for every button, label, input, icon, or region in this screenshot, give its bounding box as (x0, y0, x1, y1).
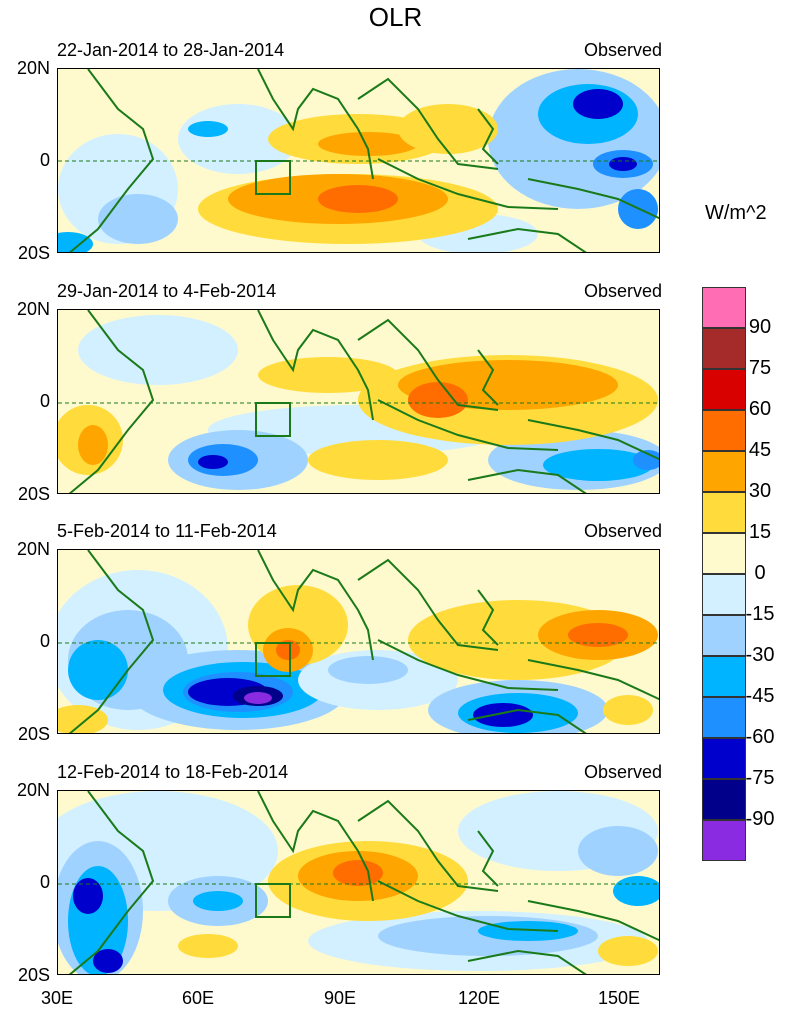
panel-4-observed-label: Observed (583, 762, 662, 782)
lat-label-eq-p3: 0 (39, 631, 50, 651)
lat-label-20s-p4: 20S (17, 965, 50, 985)
panel-3-observed-label: Observed (583, 521, 662, 541)
colorbar-tick-label: 45 (748, 439, 772, 461)
panel-4-map (57, 790, 660, 975)
lon-label-90e: 90E (323, 988, 357, 1008)
colorbar-tick-label: -15 (745, 603, 775, 625)
colorbar-swatch (702, 697, 746, 738)
colorbar-swatch (702, 410, 746, 451)
colorbar-swatch (702, 492, 746, 533)
colorbar-swatch (702, 820, 746, 861)
lon-label-30e: 30E (40, 988, 74, 1008)
colorbar-tick-label: -60 (745, 726, 775, 748)
lon-label-150e: 150E (597, 988, 641, 1008)
panel-3-map (57, 549, 660, 734)
panel-4-date-range: 12-Feb-2014 to 18-Feb-2014 (57, 762, 289, 782)
colorbar-tick-label: 15 (748, 521, 772, 543)
figure-title: OLR (368, 2, 423, 32)
colorbar-tick-label: 90 (748, 316, 772, 338)
colorbar-swatch (702, 287, 746, 328)
colorbar-swatch (702, 738, 746, 779)
colorbar-tick-label: -45 (745, 685, 775, 707)
panel-2-map (57, 309, 660, 494)
colorbar-swatch (702, 451, 746, 492)
lat-label-eq-p4: 0 (39, 872, 50, 892)
lat-label-eq-p2: 0 (39, 391, 50, 411)
colorbar-tick-label: 75 (748, 357, 772, 379)
panel-2-observed-label: Observed (583, 281, 662, 301)
colorbar-swatch (702, 369, 746, 410)
colorbar-tick-label: -30 (745, 644, 775, 666)
colorbar-tick-label: 60 (748, 398, 772, 420)
panel-2-date-range: 29-Jan-2014 to 4-Feb-2014 (57, 281, 277, 301)
lat-label-20n-p1: 20N (16, 58, 50, 78)
colorbar-tick-label: -75 (745, 767, 775, 789)
lat-label-20s-p1: 20S (17, 243, 50, 263)
colorbar-swatch (702, 615, 746, 656)
colorbar-swatch (702, 574, 746, 615)
lat-label-20s-p2: 20S (17, 484, 50, 504)
colorbar-swatch (702, 533, 746, 574)
lat-label-20n-p3: 20N (16, 539, 50, 559)
colorbar-swatch (702, 779, 746, 820)
colorbar-tick-label: 0 (754, 562, 766, 584)
panel-1-observed-label: Observed (583, 40, 662, 60)
colorbar-units: W/m^2 (705, 202, 767, 224)
lat-label-20n-p4: 20N (16, 780, 50, 800)
colorbar-tick-label: 30 (748, 480, 772, 502)
lat-label-eq-p1: 0 (39, 150, 50, 170)
lon-label-120e: 120E (457, 988, 501, 1008)
panel-1-date-range: 22-Jan-2014 to 28-Jan-2014 (57, 40, 285, 60)
lat-label-20s-p3: 20S (17, 724, 50, 744)
panel-3-date-range: 5-Feb-2014 to 11-Feb-2014 (57, 521, 277, 541)
lon-label-60e: 60E (181, 988, 215, 1008)
colorbar-swatch (702, 656, 746, 697)
colorbar-swatch (702, 328, 746, 369)
panel-1-map (57, 68, 660, 253)
colorbar-tick-label: -90 (745, 808, 775, 830)
lat-label-20n-p2: 20N (16, 299, 50, 319)
